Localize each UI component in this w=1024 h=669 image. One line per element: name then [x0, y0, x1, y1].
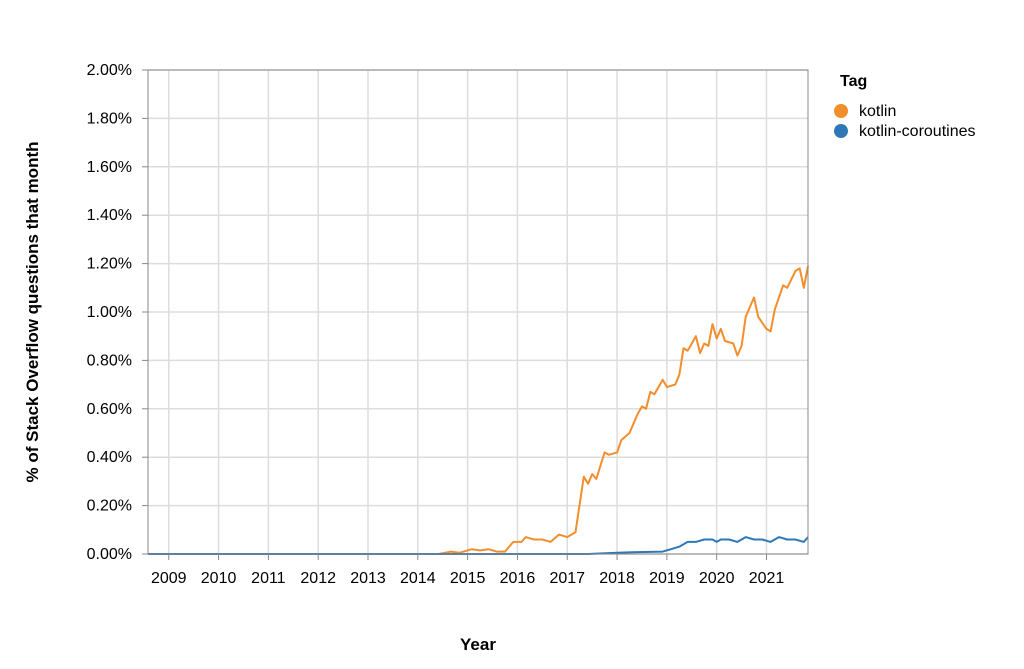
series-line-kotlin-coroutines	[148, 536, 809, 555]
x-tick-label: 2016	[500, 570, 536, 587]
legend-label: kotlin-coroutines	[859, 123, 976, 140]
grid	[148, 69, 808, 555]
y-axis-title: % of Stack Overflow questions that month	[23, 142, 42, 483]
x-tick-label: 2012	[300, 570, 336, 587]
y-tick-label: 1.00%	[87, 304, 132, 321]
x-tick-label: 2021	[749, 570, 785, 587]
x-tick-label: 2018	[599, 570, 635, 587]
x-tick-label: 2020	[699, 570, 735, 587]
x-tick-label: 2013	[350, 570, 386, 587]
x-tick-label: 2017	[549, 570, 585, 587]
legend-title: Tag	[840, 73, 867, 90]
y-tick-label: 0.20%	[87, 498, 132, 515]
legend-swatch	[834, 124, 848, 138]
axes: 0.00% 0.20% 0.40% 0.60% 0.80% 1.00% 1.20% 1.40%…	[87, 62, 785, 587]
x-tick-label: 2014	[400, 570, 436, 587]
y-tick-label: 2.00%	[87, 62, 132, 79]
legend: Tag kotlin kotlin-coroutines	[834, 73, 976, 140]
legend-swatch	[834, 104, 848, 118]
x-axis-title: Year	[460, 635, 496, 654]
x-tick-label: 2019	[649, 570, 685, 587]
y-tick-label: 0.60%	[87, 401, 132, 418]
y-tick-label: 1.60%	[87, 159, 132, 176]
series-line-kotlin	[148, 265, 809, 555]
y-tick-label: 0.00%	[87, 546, 132, 563]
x-tick-label: 2015	[450, 570, 486, 587]
x-tick-label: 2011	[251, 570, 286, 587]
x-tick-label: 2010	[201, 570, 237, 587]
x-tick-label: 2009	[151, 570, 187, 587]
y-tick-label: 0.40%	[87, 449, 132, 466]
series-lines	[148, 265, 809, 555]
legend-label: kotlin	[859, 103, 896, 120]
y-tick-label: 1.80%	[87, 110, 132, 127]
y-tick-label: 1.20%	[87, 256, 132, 273]
y-tick-label: 0.80%	[87, 352, 132, 369]
y-tick-label: 1.40%	[87, 207, 132, 224]
